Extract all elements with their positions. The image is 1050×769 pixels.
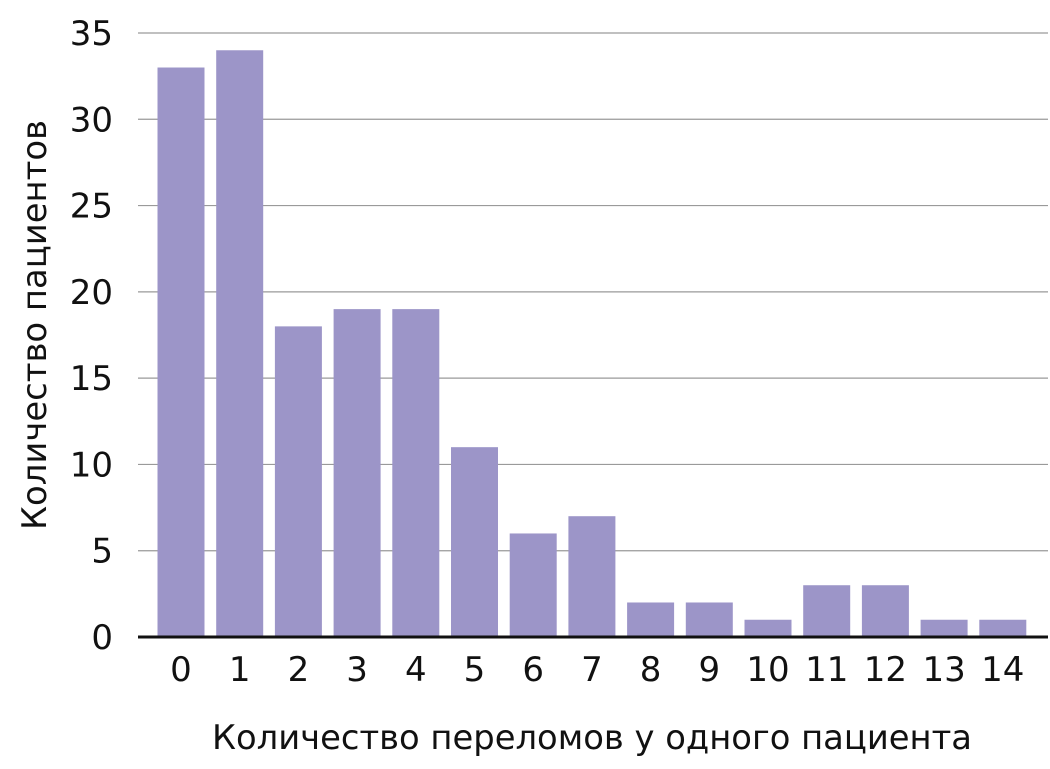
x-tick-label: 6 [522, 650, 544, 690]
bar-6 [509, 533, 557, 637]
x-tick-label: 10 [746, 650, 789, 690]
y-tick-label: 35 [70, 14, 113, 54]
y-tick-label: 10 [70, 445, 113, 485]
y-axis-title: Количество пациентов [15, 120, 55, 530]
y-tick-label: 5 [91, 532, 113, 572]
bar-5 [451, 447, 498, 637]
y-tick-label: 30 [70, 100, 113, 140]
x-tick-label: 8 [640, 650, 662, 690]
x-tick-label: 13 [922, 650, 965, 690]
bar-12 [861, 585, 909, 637]
y-tick-label: 15 [70, 359, 113, 399]
bar-13 [920, 619, 968, 637]
x-axis-title: Количество переломов у одного пациента [212, 718, 972, 758]
x-tick-label: 5 [464, 650, 486, 690]
bar-11 [803, 585, 851, 637]
y-tick-labels: 0 5 10 15 20 25 30 35 [70, 14, 113, 658]
x-tick-label: 3 [346, 650, 368, 690]
y-tick-label: 0 [91, 618, 113, 658]
y-tick-label: 20 [70, 273, 113, 313]
x-tick-labels: 0 1 2 3 4 5 6 7 8 9 10 11 12 13 14 [170, 650, 1024, 690]
x-tick-label: 2 [288, 650, 310, 690]
x-tick-label: 11 [805, 650, 848, 690]
bar-10 [744, 619, 792, 637]
bar-9 [685, 602, 733, 637]
bar-4 [392, 309, 440, 637]
bar-7 [568, 516, 616, 637]
grid-lines [138, 32, 1048, 552]
bar-1 [216, 50, 264, 637]
x-tick-label: 7 [581, 650, 603, 690]
x-tick-label: 9 [698, 650, 720, 690]
bar-2 [274, 326, 322, 637]
bar-8 [627, 602, 675, 637]
x-tick-label: 4 [405, 650, 427, 690]
x-tick-label: 0 [170, 650, 192, 690]
bar-14 [979, 619, 1027, 637]
bars [157, 50, 1027, 637]
y-tick-label: 25 [70, 187, 113, 227]
bar-0 [157, 67, 205, 637]
x-tick-label: 12 [864, 650, 907, 690]
x-tick-label: 14 [981, 650, 1024, 690]
bar-3 [333, 309, 381, 637]
x-tick-label: 1 [229, 650, 251, 690]
